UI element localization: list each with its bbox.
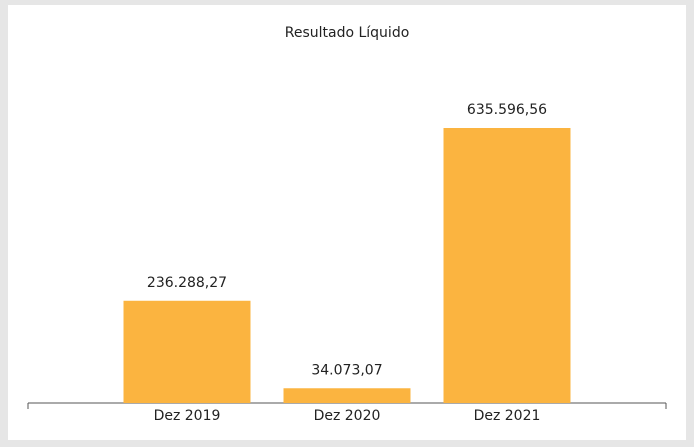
x-tick-label: Dez 2021 bbox=[474, 408, 541, 424]
value-label: 34.073,07 bbox=[311, 362, 382, 378]
panel bbox=[8, 5, 686, 440]
chart-title: Resultado Líquido bbox=[285, 25, 410, 41]
bar bbox=[123, 300, 251, 403]
value-label: 236.288,27 bbox=[147, 275, 227, 291]
x-tick-label: Dez 2019 bbox=[154, 408, 221, 424]
x-tick-label: Dez 2020 bbox=[314, 408, 381, 424]
value-label: 635.596,56 bbox=[467, 102, 547, 118]
bar bbox=[443, 128, 571, 403]
bar bbox=[283, 388, 411, 403]
